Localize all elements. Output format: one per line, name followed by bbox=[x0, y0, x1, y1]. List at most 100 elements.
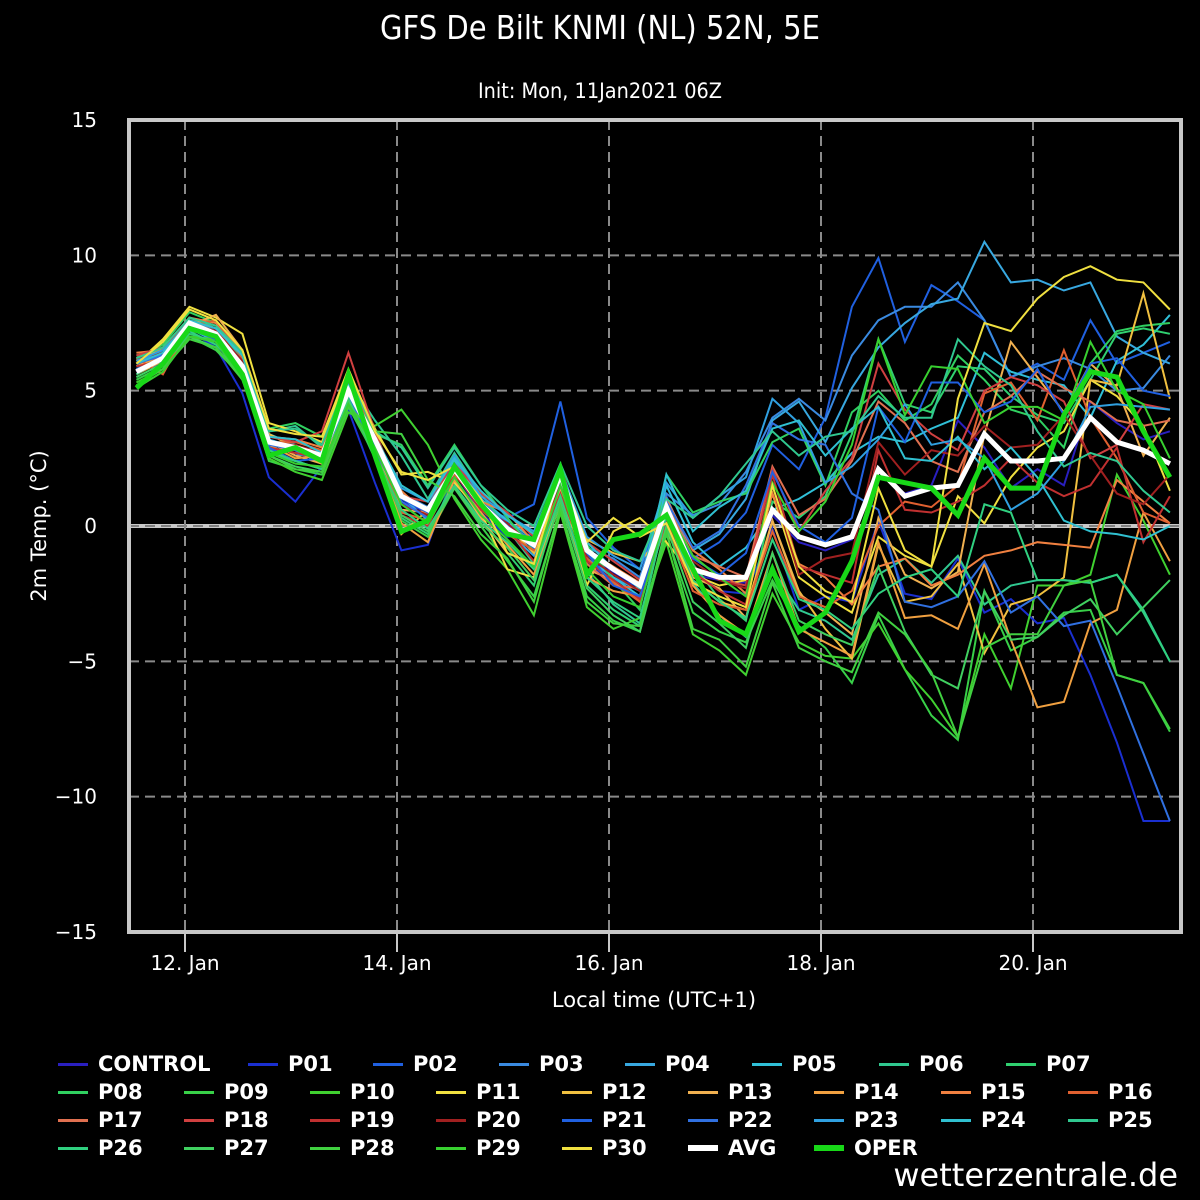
legend-item-p26: P26 bbox=[58, 1134, 143, 1162]
legend-swatch bbox=[58, 1090, 88, 1094]
legend-label: P24 bbox=[981, 1108, 1026, 1132]
legend-swatch bbox=[941, 1090, 971, 1094]
legend-item-p05: P05 bbox=[752, 1050, 837, 1078]
series-line-p30 bbox=[135, 265, 1171, 609]
legend-item-p13: P13 bbox=[688, 1078, 773, 1106]
legend-label: P27 bbox=[224, 1136, 269, 1160]
legend-swatch bbox=[1068, 1090, 1098, 1094]
legend-item-p28: P28 bbox=[310, 1134, 395, 1162]
legend-item-p20: P20 bbox=[436, 1106, 521, 1134]
y-tick-label: −15 bbox=[55, 920, 97, 944]
legend-label: P09 bbox=[224, 1080, 269, 1104]
x-tick-label: 20. Jan bbox=[999, 951, 1068, 975]
legend-row: P08 P09 P10 P11 P12 P13 P14 P15 P16 bbox=[58, 1078, 1188, 1106]
legend-item-p09: P09 bbox=[184, 1078, 269, 1106]
legend-label: P07 bbox=[1046, 1052, 1091, 1076]
legend-item-p17: P17 bbox=[58, 1106, 143, 1134]
legend-swatch bbox=[562, 1118, 592, 1122]
legend-swatch bbox=[814, 1090, 844, 1094]
legend-swatch bbox=[58, 1062, 88, 1066]
legend-swatch bbox=[879, 1062, 909, 1066]
legend-row: CONTROL P01 P02 P03 P04 P05 P06 P07 bbox=[58, 1050, 1188, 1078]
legend-item-p08: P08 bbox=[58, 1078, 143, 1106]
legend-swatch bbox=[562, 1146, 592, 1150]
legend-row: P26 P27 P28 P29 P30 AVG OPER bbox=[58, 1134, 1188, 1162]
y-axis-label: 2m Temp. (°C) bbox=[27, 450, 51, 601]
legend-item-control: CONTROL bbox=[58, 1050, 211, 1078]
legend-label: P05 bbox=[792, 1052, 837, 1076]
legend-label: P04 bbox=[665, 1052, 710, 1076]
legend-item-p27: P27 bbox=[184, 1134, 269, 1162]
legend-swatch bbox=[310, 1090, 340, 1094]
legend-swatch bbox=[1068, 1118, 1098, 1122]
legend-label: P03 bbox=[539, 1052, 584, 1076]
x-tick-label: 14. Jan bbox=[363, 951, 432, 975]
temperature-chart: 12. Jan 14. Jan 16. Jan 18. Jan 20. Jan 15 10… bbox=[27, 108, 1183, 1012]
legend-label: P02 bbox=[413, 1052, 458, 1076]
legend-label: P12 bbox=[602, 1080, 647, 1104]
legend-label: P13 bbox=[728, 1080, 773, 1104]
legend-item-p21: P21 bbox=[562, 1106, 647, 1134]
legend-swatch bbox=[688, 1145, 718, 1151]
legend-label: P28 bbox=[350, 1136, 395, 1160]
legend-label: P10 bbox=[350, 1080, 395, 1104]
legend-item-p18: P18 bbox=[184, 1106, 269, 1134]
series-line-p28 bbox=[135, 338, 1171, 741]
legend-swatch bbox=[184, 1146, 214, 1150]
legend-swatch bbox=[436, 1146, 466, 1150]
legend-label: P14 bbox=[854, 1080, 899, 1104]
legend-item-p11: P11 bbox=[436, 1078, 521, 1106]
series-line-oper bbox=[134, 325, 1173, 638]
legend-swatch bbox=[184, 1090, 214, 1094]
legend-swatch bbox=[310, 1146, 340, 1150]
legend-label: P25 bbox=[1108, 1108, 1153, 1132]
legend-item-p23: P23 bbox=[814, 1106, 899, 1134]
legend-label: P29 bbox=[476, 1136, 521, 1160]
chart-subtitle: Init: Mon, 11Jan2021 06Z bbox=[477, 79, 723, 103]
legend-swatch bbox=[1006, 1062, 1036, 1066]
y-tick-label: −5 bbox=[68, 649, 97, 673]
legend-swatch bbox=[436, 1090, 466, 1094]
x-tick-label: 12. Jan bbox=[151, 951, 220, 975]
legend-item-p19: P19 bbox=[310, 1106, 395, 1134]
legend-label: P23 bbox=[854, 1108, 899, 1132]
legend-item-p15: P15 bbox=[941, 1078, 1026, 1106]
legend-item-p16: P16 bbox=[1068, 1078, 1153, 1106]
legend-swatch bbox=[752, 1062, 782, 1066]
legend-label: AVG bbox=[728, 1136, 777, 1160]
legend-label: P06 bbox=[919, 1052, 964, 1076]
legend-item-p10: P10 bbox=[310, 1078, 395, 1106]
y-tick-label: 15 bbox=[72, 108, 97, 132]
legend-swatch bbox=[58, 1118, 88, 1122]
series-line-p29 bbox=[135, 335, 1171, 609]
credit-watermark: wetterzentrale.de bbox=[893, 1156, 1178, 1194]
legend-label: P15 bbox=[981, 1080, 1026, 1104]
legend-swatch bbox=[373, 1062, 403, 1066]
x-axis-ticks: 12. Jan 14. Jan 16. Jan 18. Jan 20. Jan bbox=[151, 932, 1068, 975]
plot-frame bbox=[127, 118, 1183, 934]
series-line-p14 bbox=[136, 321, 1171, 709]
legend-item-p01: P01 bbox=[248, 1050, 333, 1078]
legend-label: CONTROL bbox=[98, 1052, 211, 1076]
legend-label: P26 bbox=[98, 1136, 143, 1160]
legend-item-p07: P07 bbox=[1006, 1050, 1091, 1078]
legend-label: P20 bbox=[476, 1108, 521, 1132]
series-lines bbox=[134, 239, 1173, 822]
legend-item-p14: P14 bbox=[814, 1078, 899, 1106]
legend-swatch bbox=[310, 1118, 340, 1122]
legend-swatch bbox=[688, 1118, 718, 1122]
legend-swatch bbox=[436, 1118, 466, 1122]
legend-item-avg: AVG bbox=[688, 1134, 776, 1162]
y-tick-label: −10 bbox=[55, 785, 97, 809]
legend-item-p04: P04 bbox=[625, 1050, 710, 1078]
legend-swatch bbox=[499, 1062, 529, 1066]
legend-item-p12: P12 bbox=[562, 1078, 647, 1106]
legend-item-p03: P03 bbox=[499, 1050, 584, 1078]
legend-swatch bbox=[248, 1062, 278, 1066]
legend-swatch bbox=[688, 1090, 718, 1094]
legend-label: P30 bbox=[602, 1136, 647, 1160]
legend-item-p02: P02 bbox=[373, 1050, 458, 1078]
y-tick-label: 10 bbox=[72, 243, 97, 267]
legend-swatch bbox=[941, 1118, 971, 1122]
legend-swatch bbox=[814, 1145, 844, 1151]
